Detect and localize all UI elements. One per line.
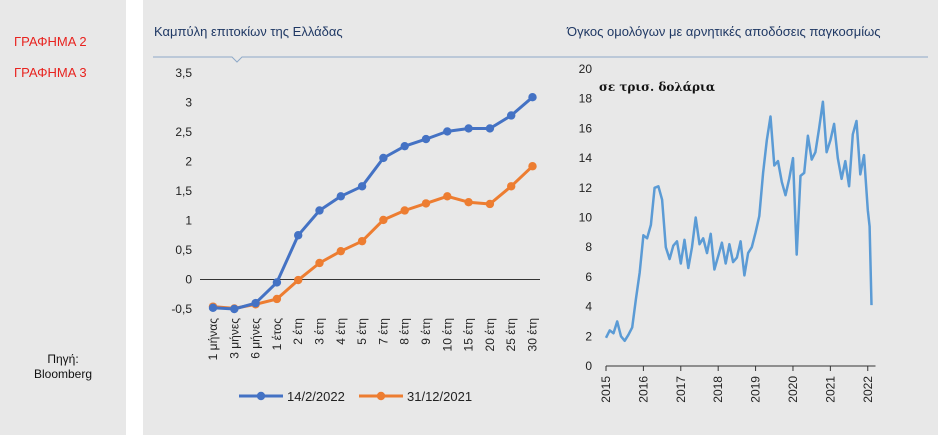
legend-label-1: 14/2/2022	[287, 389, 345, 404]
yield-series-2-point	[485, 199, 495, 209]
chart-panel: Καμπύλη επιτοκίων της Ελλάδας Όγκος ομολ…	[143, 0, 938, 435]
sidebar-link-chart-3[interactable]: ΓΡΑΦΗΜΑ 3	[14, 65, 87, 80]
source-label: Πηγή:	[47, 352, 79, 366]
yield-x-tick-label: 25 έτη	[504, 318, 518, 351]
yield-x-tick-label: 5 έτη	[355, 318, 369, 345]
debt-y-tick-label: 2	[585, 329, 592, 343]
yield-x-tick-label: 4 έτη	[334, 318, 348, 345]
debt-y-tick-label: 10	[579, 211, 593, 225]
yield-y-tick-label: 3,5	[175, 66, 192, 80]
yield-series-1-point	[294, 231, 303, 240]
title-underline	[153, 56, 928, 63]
yield-x-tick-label: 15 έτη	[462, 318, 476, 351]
yield-series-1-point	[357, 182, 367, 191]
debt-x-tick-label: 2019	[749, 376, 763, 403]
yield-series-1-point	[336, 192, 345, 201]
debt-y-tick-label: 20	[579, 62, 593, 76]
yield-curve-title: Καμπύλη επιτοκίων της Ελλάδας	[154, 24, 343, 39]
yield-series-2-point	[507, 182, 516, 191]
debt-y-tick-label: 18	[579, 92, 593, 106]
debt-x-tick-label: 2017	[674, 376, 688, 403]
yield-series-2-point	[443, 192, 452, 201]
yield-x-tick-label: 2 έτη	[291, 318, 305, 345]
debt-y-tick-label: 4	[585, 300, 592, 314]
yield-y-tick-label: 0	[185, 273, 192, 287]
debt-series-line	[604, 100, 873, 343]
yield-x-tick-label: 1 μήνας	[206, 318, 220, 361]
debt-x-tick-label: 2020	[786, 376, 800, 403]
yield-series-2-point	[528, 162, 537, 171]
yield-y-tick-label: -0,5	[171, 302, 192, 316]
debt-x-tick-label: 2021	[823, 376, 837, 403]
title-rule-line	[153, 56, 928, 63]
debt-y-tick-label: 12	[579, 181, 593, 195]
yield-x-tick-label: 7 έτη	[376, 318, 390, 345]
yield-series-2-point	[272, 294, 282, 304]
yield-series-1-point	[272, 278, 282, 287]
legend-marker-2	[376, 391, 386, 401]
yield-series-1-point	[400, 141, 409, 151]
yield-series-1-point	[315, 206, 324, 215]
charts-canvas: 3,5 3 2,5 2 1,5 1 0,5 0 -0,5 1 μήνας 3 μήνες 6 μήνε…	[153, 56, 928, 404]
source-value: Bloomberg	[33, 367, 93, 381]
yield-series-2-point	[294, 275, 303, 285]
yield-series-1-point	[464, 124, 473, 133]
yield-series-1-point	[443, 127, 452, 136]
debt-x-tick-label: 2022	[861, 376, 875, 403]
yield-series-1-point	[528, 92, 537, 102]
yield-series-2-point	[315, 258, 324, 268]
debt-y-tick-label: 16	[579, 121, 593, 135]
yield-x-tick-label: 30 έτη	[526, 318, 540, 351]
negative-debt-title: Όγκος ομολόγων με αρνητικές αποδόσεις πα…	[567, 24, 881, 39]
yield-series-1-point	[251, 298, 260, 308]
yield-x-tick-label: 3 έτη	[313, 318, 327, 345]
debt-x-tick-label: 2015	[599, 376, 613, 403]
yield-x-tick-label: 10 έτη	[440, 318, 454, 351]
debt-unit-annotation: σε τρισ. δολάρια	[599, 80, 715, 94]
debt-y-tick-label: 14	[579, 151, 593, 165]
debt-x-tick-label: 2016	[636, 376, 650, 403]
yield-series-2-point	[357, 236, 367, 246]
yield-series-line-1	[212, 96, 534, 311]
yield-y-tick-label: 1,5	[175, 184, 192, 198]
sidebar: ΓΡΑΦΗΜΑ 2 ΓΡΑΦΗΜΑ 3 Πηγή: Bloomberg	[0, 0, 126, 435]
yield-x-tick-label: 20 έτη	[483, 318, 497, 351]
yield-x-tick-label: 8 έτη	[398, 318, 412, 345]
yield-x-tick-label: 9 έτη	[419, 318, 433, 345]
debt-y-tick-label: 0	[585, 359, 592, 373]
yield-series-1-point	[379, 153, 388, 163]
yield-series-1-point	[507, 111, 516, 120]
yield-series-2-point	[421, 199, 431, 208]
yield-series-1-point	[208, 303, 218, 313]
yield-series-1-point	[421, 134, 431, 144]
yield-y-tick-label: 0,5	[175, 243, 192, 257]
yield-series-1-point	[485, 124, 495, 133]
yield-x-tick-label: 6 μήνες	[249, 318, 263, 359]
yield-series-1-point	[230, 304, 239, 314]
yield-curve-chart: 3,5 3 2,5 2 1,5 1 0,5 0 -0,5 1 μήνας 3 μήνες 6 μήνε…	[171, 66, 540, 404]
yield-y-tick-label: 2	[185, 155, 192, 169]
yield-y-tick-label: 2,5	[175, 125, 192, 139]
legend-marker-1	[256, 391, 266, 401]
yield-series-2-point	[379, 215, 388, 225]
yield-y-tick-label: 1	[185, 214, 192, 228]
source-note: Πηγή: Bloomberg	[0, 352, 126, 382]
yield-series-2-point	[336, 246, 345, 256]
debt-y-tick-label: 8	[585, 240, 592, 254]
yield-series-2-point	[464, 198, 473, 207]
debt-y-tick-label: 6	[585, 270, 592, 284]
debt-x-tick-label: 2018	[711, 376, 725, 403]
yield-x-tick-label: 1 έτος	[270, 318, 284, 351]
legend-label-2: 31/12/2021	[407, 389, 472, 404]
yield-x-tick-label: 3 μήνες	[227, 318, 241, 359]
yield-y-tick-label: 3	[185, 96, 192, 110]
yield-series-line-2	[212, 165, 534, 310]
sidebar-link-chart-2[interactable]: ΓΡΑΦΗΜΑ 2	[14, 34, 87, 49]
yield-series-2-point	[400, 206, 409, 215]
